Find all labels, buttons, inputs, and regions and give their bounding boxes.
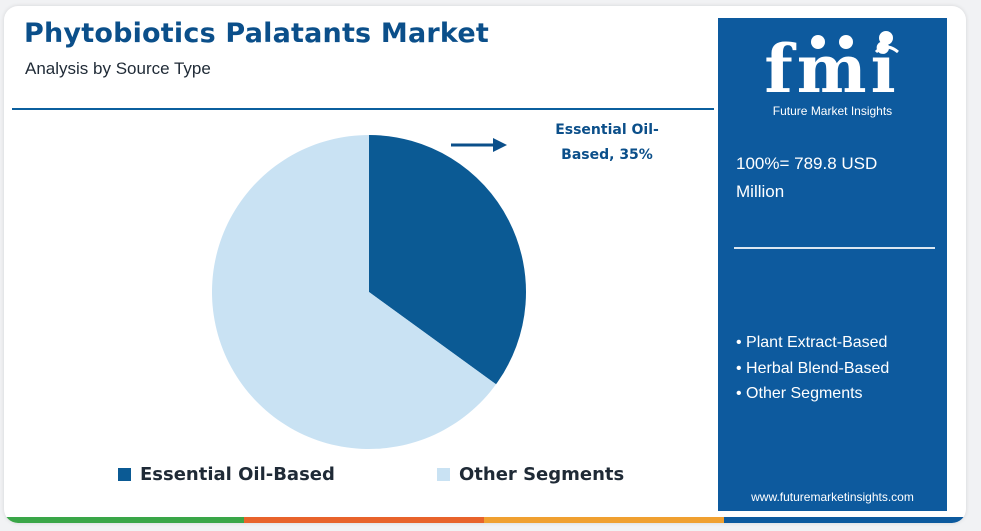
legend-item-essential-oil: Essential Oil-Based xyxy=(118,464,335,485)
segment-item-herbal-blend: • Herbal Blend-Based xyxy=(736,359,890,377)
website-url: www.futuremarketinsights.com xyxy=(751,490,914,504)
pie-chart xyxy=(212,135,526,449)
legend-label-other-segments: Other Segments xyxy=(459,464,625,485)
legend-swatch-other-segments xyxy=(437,468,450,481)
stripe-yellow xyxy=(484,517,724,523)
page-title: Phytobiotics Palatants Market xyxy=(24,18,489,49)
chart-legend: Essential Oil-Based Other Segments xyxy=(4,464,716,494)
infographic-card: Phytobiotics Palatants Market Analysis b… xyxy=(4,6,966,523)
pie-slice-essential-oil-based xyxy=(369,135,526,385)
fmi-logo: fmi Future Market Insights xyxy=(718,26,947,118)
stripe-orange xyxy=(244,517,484,523)
logo-wordmark: fmi xyxy=(764,30,899,104)
segment-item-plant-extract: • Plant Extract-Based xyxy=(736,334,888,351)
sidebar-divider xyxy=(734,247,935,249)
callout-arrow xyxy=(451,138,507,152)
legend-label-essential-oil: Essential Oil-Based xyxy=(140,464,335,485)
page-subtitle: Analysis by Source Type xyxy=(25,59,211,78)
stripe-blue xyxy=(724,517,966,523)
slice-annotation: Essential Oil- Based, 35% xyxy=(544,118,670,168)
other-segments-list: • Plant Extract-Based • Herbal Blend-Bas… xyxy=(736,330,941,407)
market-total-line-2: Million xyxy=(736,182,785,201)
sidebar-panel: fmi Future Market Insights 100%= 789.8 U… xyxy=(718,18,947,511)
market-total-line-1: 100%= 789.8 USD xyxy=(736,154,878,173)
segment-item-other: • Other Segments xyxy=(736,385,863,402)
fmi-logo-icon: fmi xyxy=(764,30,899,108)
title-divider xyxy=(12,108,714,110)
pie-slice-other-segments xyxy=(212,135,497,449)
stripe-green xyxy=(4,517,244,523)
annotation-line-2: Based, 35% xyxy=(561,147,653,163)
logo-tagline: Future Market Insights xyxy=(772,104,893,118)
annotation-line-1: Essential Oil- xyxy=(555,122,659,138)
pie-slices xyxy=(212,135,526,449)
legend-item-other-segments: Other Segments xyxy=(437,464,624,485)
bottom-color-stripe xyxy=(4,517,966,523)
market-total: 100%= 789.8 USD Million xyxy=(736,150,936,206)
legend-swatch-essential-oil xyxy=(118,468,131,481)
